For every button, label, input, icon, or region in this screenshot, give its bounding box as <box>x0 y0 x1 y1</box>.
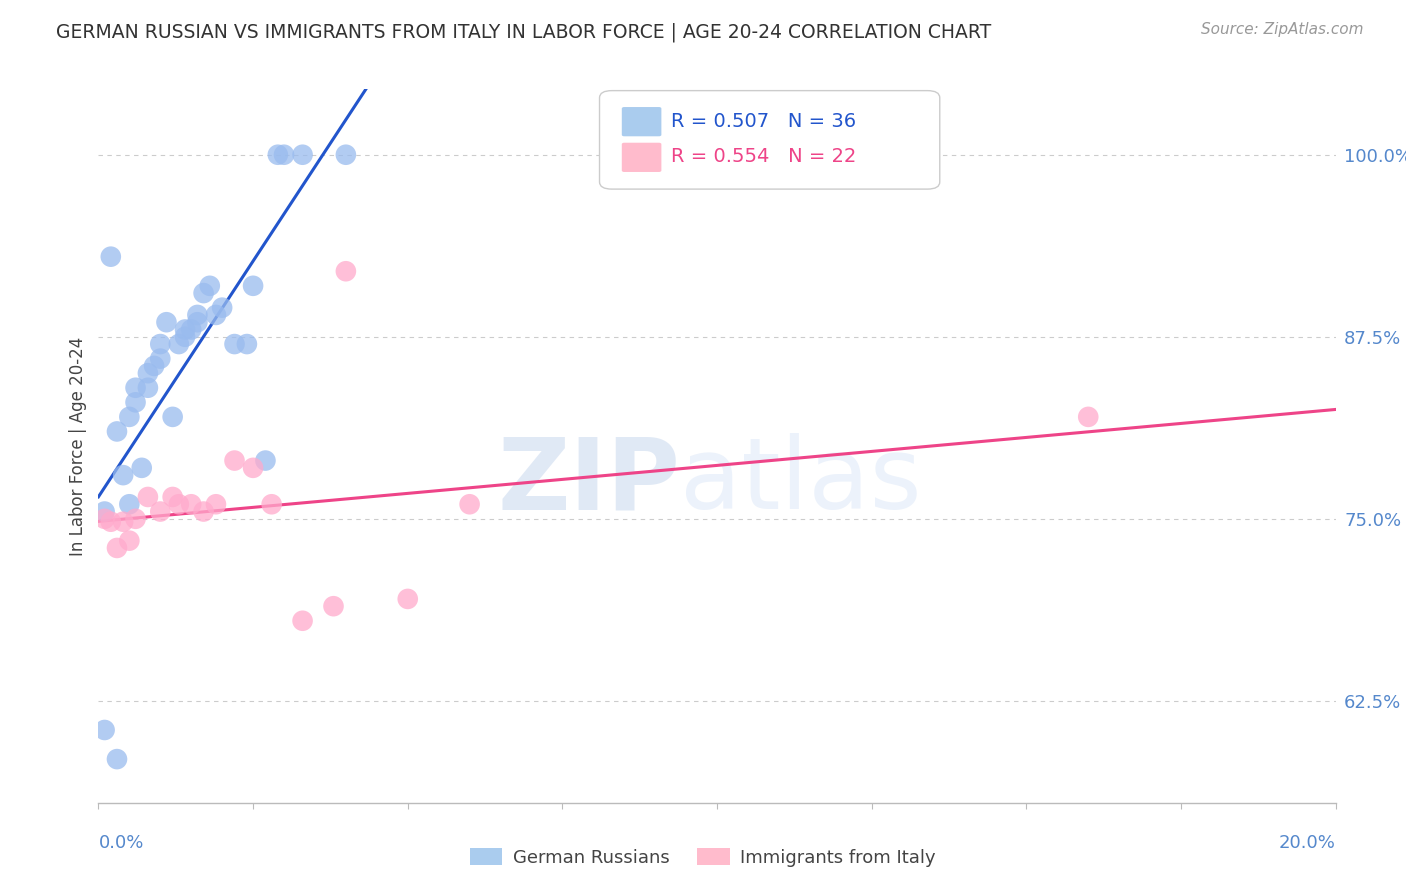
Point <box>224 337 246 351</box>
Point <box>211 301 233 315</box>
Point <box>105 752 128 766</box>
Point <box>118 409 141 424</box>
Text: ZIP: ZIP <box>498 434 681 530</box>
Point <box>205 308 228 322</box>
Point <box>260 497 283 511</box>
Point <box>322 599 344 614</box>
Point <box>118 533 141 548</box>
Point <box>131 460 153 475</box>
Point <box>291 614 314 628</box>
Point <box>167 497 190 511</box>
Point <box>174 330 197 344</box>
Point <box>162 409 184 424</box>
Point <box>105 425 128 439</box>
Point <box>224 453 246 467</box>
Point <box>180 497 202 511</box>
Point <box>136 490 159 504</box>
Point <box>124 512 146 526</box>
Point <box>155 315 177 329</box>
Point <box>198 278 221 293</box>
Point <box>93 504 115 518</box>
Point <box>149 337 172 351</box>
Point <box>149 504 172 518</box>
Text: 20.0%: 20.0% <box>1279 834 1336 852</box>
FancyBboxPatch shape <box>621 107 661 136</box>
FancyBboxPatch shape <box>621 143 661 172</box>
FancyBboxPatch shape <box>599 91 939 189</box>
Point <box>205 497 228 511</box>
Point <box>193 286 215 301</box>
Point <box>100 250 122 264</box>
Point <box>291 147 314 161</box>
Point <box>124 381 146 395</box>
Text: R = 0.507   N = 36: R = 0.507 N = 36 <box>671 112 856 131</box>
Point <box>143 359 166 373</box>
Point <box>180 322 202 336</box>
Point <box>167 337 190 351</box>
Text: GERMAN RUSSIAN VS IMMIGRANTS FROM ITALY IN LABOR FORCE | AGE 20-24 CORRELATION C: GERMAN RUSSIAN VS IMMIGRANTS FROM ITALY … <box>56 22 991 42</box>
Point <box>93 723 115 737</box>
Point <box>242 460 264 475</box>
Y-axis label: In Labor Force | Age 20-24: In Labor Force | Age 20-24 <box>69 336 87 556</box>
Text: R = 0.554   N = 22: R = 0.554 N = 22 <box>671 147 856 167</box>
Point <box>112 468 135 483</box>
Point <box>93 512 115 526</box>
Point <box>396 591 419 606</box>
Point <box>335 147 357 161</box>
Point <box>186 308 208 322</box>
Point <box>267 147 290 161</box>
Point <box>242 278 264 293</box>
Point <box>118 497 141 511</box>
Point <box>100 515 122 529</box>
Point <box>149 351 172 366</box>
Point <box>174 322 197 336</box>
Point <box>273 147 295 161</box>
Point <box>1077 409 1099 424</box>
Point <box>162 490 184 504</box>
Point <box>254 453 277 467</box>
Point <box>136 381 159 395</box>
Text: 0.0%: 0.0% <box>98 834 143 852</box>
Point <box>124 395 146 409</box>
Text: atlas: atlas <box>681 434 921 530</box>
Point <box>136 366 159 380</box>
Point <box>236 337 259 351</box>
Text: Source: ZipAtlas.com: Source: ZipAtlas.com <box>1201 22 1364 37</box>
Point <box>193 504 215 518</box>
Point <box>186 315 208 329</box>
Point <box>112 515 135 529</box>
Legend: German Russians, Immigrants from Italy: German Russians, Immigrants from Italy <box>463 841 943 874</box>
Point <box>335 264 357 278</box>
Point <box>105 541 128 555</box>
Point <box>458 497 481 511</box>
